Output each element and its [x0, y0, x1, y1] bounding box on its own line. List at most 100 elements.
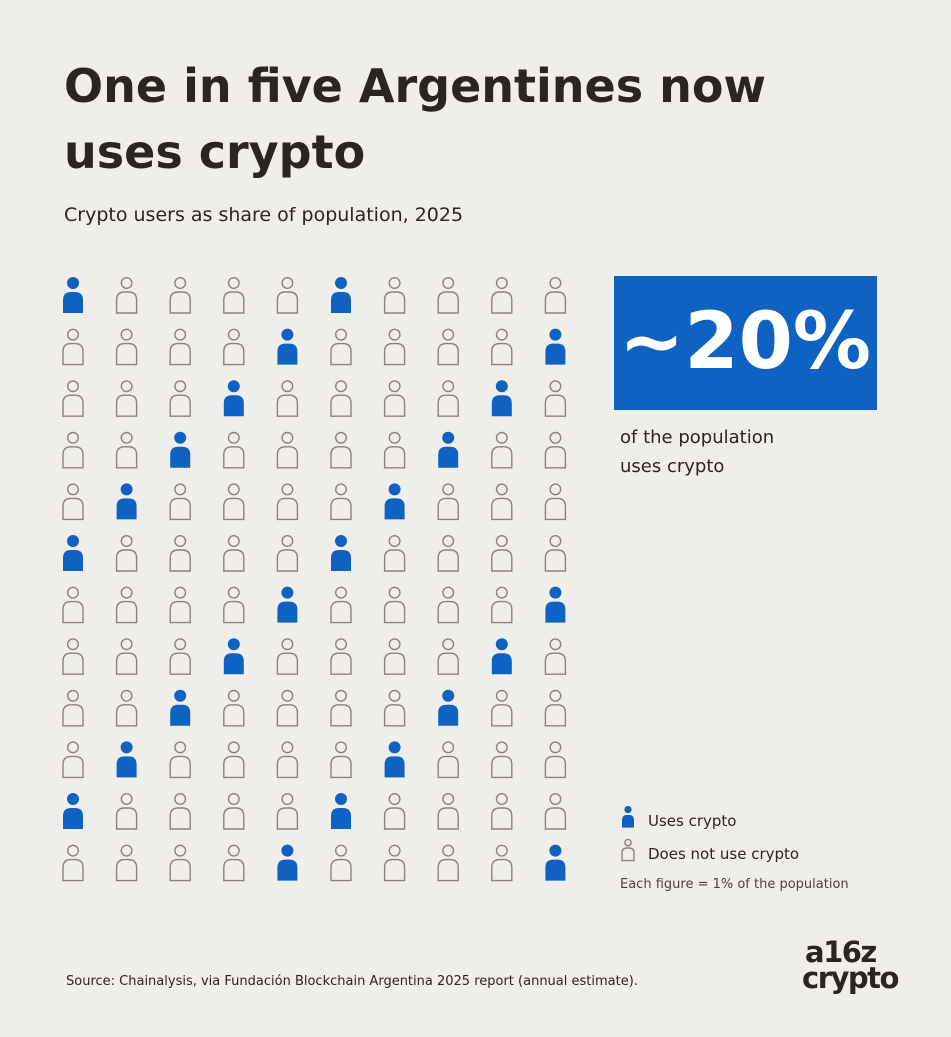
figure [63, 793, 83, 829]
figure-body [437, 755, 459, 779]
legend-icon [621, 838, 635, 862]
figure-head [281, 793, 294, 806]
figure [115, 380, 138, 417]
figure [169, 277, 191, 314]
figure-body [437, 858, 459, 882]
figure-head [67, 793, 79, 805]
figure [383, 431, 406, 469]
figure [223, 689, 245, 727]
figure [169, 535, 191, 572]
figure-head [227, 535, 240, 548]
figure-body [491, 600, 513, 624]
figure-head [335, 431, 348, 444]
figure-head [66, 844, 79, 857]
figure [491, 277, 513, 314]
figure [115, 689, 138, 727]
figure-body [491, 653, 512, 675]
figure-body [116, 756, 137, 778]
figure-head [281, 380, 294, 393]
figure-head [120, 483, 133, 496]
figure-body [544, 704, 567, 727]
figure-body [115, 807, 138, 830]
callout-text: of the population [620, 427, 774, 448]
figure-body [115, 858, 138, 882]
figure-body [115, 704, 138, 727]
figure-head [495, 483, 508, 496]
figure-body [491, 497, 513, 521]
figure-body [383, 600, 406, 624]
figure-head [281, 431, 294, 444]
figure-body [170, 704, 191, 726]
figure [544, 741, 567, 779]
figure-head [442, 689, 455, 702]
figure-head [120, 431, 133, 444]
figure-body [330, 652, 352, 675]
figure-body [115, 600, 138, 624]
figure [383, 380, 406, 417]
figure-head [120, 328, 133, 341]
figure-head [227, 586, 240, 599]
figure-head [120, 638, 133, 651]
figure [62, 431, 84, 469]
figure [437, 638, 459, 675]
figure-body [62, 497, 84, 521]
figure-body [115, 549, 138, 572]
figure [330, 328, 352, 366]
figure-body [544, 755, 567, 779]
figure-body [115, 394, 138, 417]
figure [170, 431, 191, 468]
figure [62, 483, 84, 521]
figure-body [545, 859, 566, 881]
figure-body [330, 446, 352, 469]
figure-body [223, 497, 245, 521]
figure [544, 535, 567, 572]
figure-body [331, 808, 351, 829]
figure-body [491, 807, 513, 830]
figure-head [549, 844, 562, 857]
figure-head [120, 586, 133, 599]
figure-body [491, 549, 513, 572]
figure-body [383, 549, 406, 572]
figure-head [442, 741, 455, 754]
figure [223, 328, 245, 366]
subtitle: Crypto users as share of population, 202… [64, 204, 463, 226]
figure-body [169, 807, 191, 830]
figure [330, 844, 352, 882]
figure [331, 277, 351, 313]
figure-head [495, 741, 508, 754]
figure-body [169, 858, 191, 882]
figure-head [227, 844, 240, 857]
figure-head [174, 586, 187, 599]
figure-body [116, 498, 137, 520]
figure-body [544, 446, 567, 469]
figure-body [383, 652, 406, 675]
figure [63, 277, 83, 313]
figure-head [174, 793, 187, 806]
figure-body [223, 446, 245, 469]
figure-body [491, 291, 513, 314]
figure [62, 689, 84, 727]
figure-head [120, 380, 133, 393]
figure-body [223, 858, 245, 882]
figure-body [383, 446, 406, 469]
figure [544, 380, 567, 417]
figure-head [442, 328, 455, 341]
figure-head [388, 380, 401, 393]
figure-body [491, 858, 513, 882]
figure [276, 689, 299, 727]
figure-body [115, 342, 138, 366]
figure [437, 844, 459, 882]
figure [491, 328, 513, 366]
figure-head [495, 431, 508, 444]
figure-body [223, 600, 245, 624]
figure-body [169, 549, 191, 572]
figure [383, 638, 406, 675]
figure [276, 535, 299, 572]
figure-body [169, 755, 191, 779]
figure-body [384, 756, 405, 778]
figure [437, 277, 459, 314]
figure-body [62, 704, 84, 727]
figure-body [62, 446, 84, 469]
figure-body [437, 394, 459, 417]
figure [383, 793, 406, 830]
